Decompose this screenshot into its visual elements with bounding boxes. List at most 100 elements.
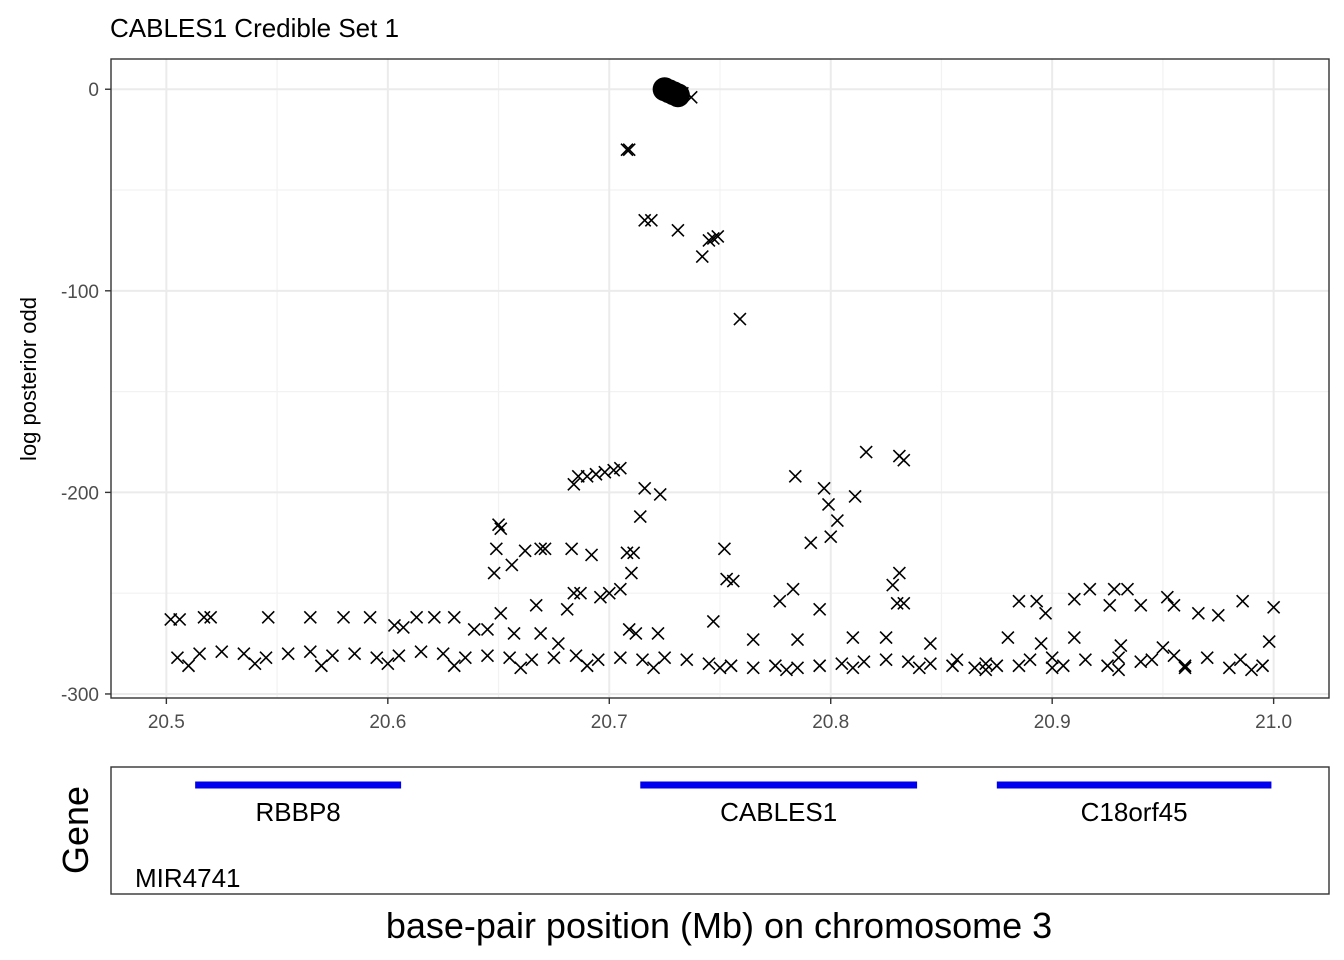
gene-tracks: RBBP8 CABLES1 C18orf45 MIR4741 <box>135 781 1272 893</box>
data-point-x-marker <box>314 659 328 673</box>
data-point-x-marker <box>726 574 740 588</box>
data-point-x-marker <box>635 653 650 667</box>
data-point-x-marker <box>551 637 565 651</box>
data-point-x-marker <box>629 626 643 641</box>
data-point-x-marker <box>193 647 207 661</box>
data-point-x-marker <box>746 661 760 675</box>
background-points <box>164 86 1281 677</box>
data-point-x-marker <box>846 630 860 645</box>
gene-label: CABLES1 <box>720 797 837 827</box>
data-point-x-marker <box>817 481 831 495</box>
data-point-x-marker <box>525 653 539 667</box>
data-point-x-marker <box>534 626 548 641</box>
data-point-x-marker <box>447 610 461 624</box>
data-point-x-marker <box>580 469 594 483</box>
data-point-x-marker <box>624 566 638 580</box>
data-point-x-marker <box>494 606 508 620</box>
credible-set-points <box>652 77 690 108</box>
data-point-x-marker <box>892 566 906 580</box>
chart-title: CABLES1 Credible Set 1 <box>110 13 399 43</box>
data-point-x-marker <box>813 659 827 673</box>
data-point-x-marker <box>848 489 862 503</box>
data-point-x-marker <box>589 467 603 481</box>
data-point-x-marker <box>458 651 472 665</box>
data-point-x-marker <box>779 663 794 677</box>
data-point-x-marker <box>1114 639 1128 653</box>
data-point-x-marker <box>1200 651 1214 665</box>
data-point-x-marker <box>602 586 616 600</box>
data-point-x-marker <box>768 659 782 673</box>
data-point-x-marker <box>1211 608 1225 622</box>
data-point-x-marker <box>396 620 410 635</box>
data-point-x-marker <box>711 229 725 243</box>
data-point-x-marker <box>489 542 503 556</box>
data-point-x-marker <box>804 536 818 550</box>
data-point-x-marker <box>901 655 915 669</box>
credible-set-point <box>665 83 690 108</box>
data-point-x-marker <box>1107 582 1121 596</box>
data-point-x-marker <box>303 610 317 624</box>
data-point-x-marker <box>717 542 731 556</box>
data-point-x-marker <box>281 647 295 661</box>
data-point-x-marker <box>879 630 893 645</box>
data-point-x-marker <box>897 453 911 467</box>
data-point-x-marker <box>514 661 528 675</box>
data-point-x-marker <box>491 518 506 532</box>
data-point-x-marker <box>547 651 561 665</box>
data-point-x-marker <box>979 663 993 677</box>
data-point-x-marker <box>1167 649 1181 663</box>
data-point-x-marker <box>923 657 937 671</box>
data-point-x-marker <box>790 661 805 675</box>
data-point-x-marker <box>494 522 508 536</box>
data-point-x-marker <box>620 143 634 157</box>
data-point-x-marker <box>897 596 911 610</box>
data-point-x-marker <box>303 645 317 659</box>
data-point-x-marker <box>573 586 588 600</box>
x-tick-label: 20.7 <box>591 712 628 733</box>
data-point-x-marker <box>733 312 747 326</box>
data-point-x-marker <box>1045 661 1059 675</box>
data-point-x-marker <box>436 647 450 661</box>
data-point-x-marker <box>181 659 196 673</box>
data-point-x-marker <box>890 596 904 610</box>
main-panel: 0 -100 -200 -300 20.5 20.6 20.7 20.8 20.9 21.0 <box>61 58 1330 733</box>
data-point-x-marker <box>824 530 838 544</box>
data-point-x-marker <box>1120 582 1135 596</box>
y-tick-label: -300 <box>61 685 99 706</box>
data-point-x-marker <box>859 445 873 459</box>
data-point-x-marker <box>370 651 384 665</box>
data-point-x-marker <box>638 213 652 227</box>
gene-label: RBBP8 <box>255 797 340 827</box>
y-tick-label: 0 <box>88 80 99 101</box>
y-axis: 0 -100 -200 -300 <box>61 80 111 706</box>
y-tick-label: -200 <box>61 483 99 504</box>
data-point-x-marker <box>237 647 251 661</box>
data-point-x-marker <box>786 582 800 596</box>
data-point-x-marker <box>627 546 641 560</box>
data-point-x-marker <box>1078 653 1092 667</box>
data-point-x-marker <box>529 598 543 612</box>
data-point-x-marker <box>702 657 716 671</box>
x-axis: 20.5 20.6 20.7 20.8 20.9 21.0 <box>148 698 1292 733</box>
data-point-x-marker <box>1134 598 1148 612</box>
data-point-x-marker <box>598 465 612 479</box>
data-point-x-marker <box>1083 582 1097 596</box>
data-point-x-marker <box>724 659 738 673</box>
data-point-x-marker <box>414 645 428 659</box>
data-point-x-marker <box>912 661 926 675</box>
data-point-x-marker <box>248 657 262 671</box>
data-point-x-marker <box>1112 663 1126 677</box>
data-point-x-marker <box>1012 594 1026 608</box>
data-point-x-marker <box>259 651 273 665</box>
data-point-x-marker <box>505 558 519 572</box>
gene-panel: RBBP8 CABLES1 C18orf45 MIR4741 <box>110 766 1330 895</box>
y-tick-label: -100 <box>61 282 99 303</box>
data-point-x-marker <box>945 659 960 673</box>
data-point-x-marker <box>788 469 802 483</box>
data-point-x-marker <box>534 542 548 556</box>
data-point-x-marker <box>325 649 340 663</box>
data-point-x-marker <box>580 659 594 673</box>
data-point-x-marker <box>821 497 836 512</box>
data-point-x-marker <box>1222 661 1236 675</box>
